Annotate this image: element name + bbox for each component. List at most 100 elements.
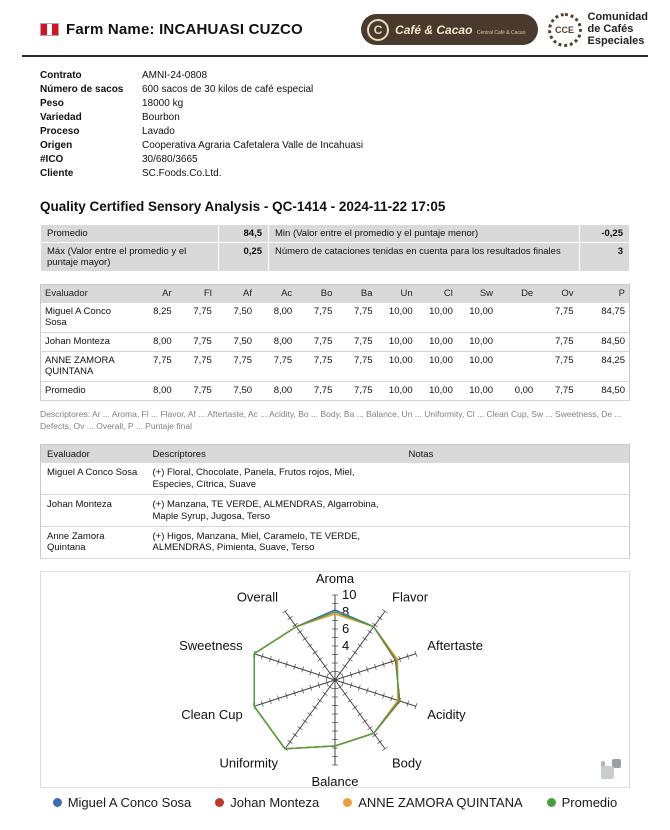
info-label: Número de sacos — [40, 84, 124, 96]
score-value: 8,00 — [256, 302, 297, 333]
info-row: Cliente SC.Foods.Co.Ltd. — [40, 167, 363, 181]
score-value: 84,25 — [577, 351, 630, 382]
descriptors-table: Evaluador Descriptores Notas Miguel A Conc… — [40, 444, 630, 559]
info-label: Cliente — [40, 168, 74, 180]
score-col-header: Ba — [336, 284, 377, 303]
summary-value: -0,25 — [579, 223, 630, 243]
score-value: 7,75 — [175, 351, 216, 382]
score-col-header: Sw — [456, 284, 498, 303]
descriptor-notes — [402, 494, 630, 527]
score-col-header: Ac — [256, 284, 297, 303]
score-value: 7,75 — [537, 351, 578, 382]
score-value: 10,00 — [416, 332, 457, 352]
scores-table: Evaluador Ar Fl Af Ac Bo Ba Un Cl Sw De Ov P Miguel … — [40, 283, 630, 401]
score-row: Miguel A Conco Sosa 8,25 7,75 7,50 8,00 7,75 7… — [40, 302, 630, 333]
peru-flag-icon — [40, 23, 59, 37]
summary-label: Número de cataciones tenidas en cuenta p… — [268, 241, 580, 272]
svg-text:4: 4 — [342, 638, 349, 653]
score-value: 10,00 — [456, 332, 498, 352]
score-value: 10,00 — [416, 351, 457, 382]
summary-value: 0,25 — [218, 241, 269, 272]
svg-text:Overall: Overall — [237, 589, 278, 604]
score-value: 8,00 — [135, 381, 176, 401]
score-value: 7,75 — [336, 332, 377, 352]
summary-table: Promedio 84,5 Min (Valor entre el promedio… — [40, 223, 630, 272]
score-value: 7,75 — [296, 381, 337, 401]
legend-label: Johan Monteza — [230, 794, 320, 810]
summary-row: Máx (Valor entre el promedio y el puntaj… — [40, 241, 630, 272]
evaluator-name: Miguel A Conco Sosa — [40, 302, 136, 333]
score-row: Promedio 8,00 7,75 7,50 8,00 7,75 7,75 10,00 10,… — [40, 381, 630, 401]
descriptor-evaluator: Johan Monteza — [40, 494, 147, 527]
scores-header-row: Evaluador Ar Fl Af Ac Bo Ba Un Cl Sw De Ov P — [40, 284, 630, 303]
info-label: Contrato — [40, 70, 82, 82]
descriptor-col-header: Descriptores — [146, 444, 403, 464]
score-value: 7,50 — [215, 302, 257, 333]
legend-item: ANNE ZAMORA QUINTANA — [343, 795, 523, 810]
summary-label: Máx (Valor entre el promedio y el puntaj… — [40, 241, 219, 272]
info-label: Variedad — [40, 112, 82, 124]
svg-text:Clean Cup: Clean Cup — [181, 707, 242, 722]
descriptor-text: (+) Floral, Chocolate, Panela, Frutos ro… — [146, 463, 403, 496]
svg-text:Aftertaste: Aftertaste — [427, 638, 483, 653]
svg-text:6: 6 — [342, 621, 349, 636]
info-row: #ICO 30/680/3665 — [40, 153, 363, 167]
score-value: 7,75 — [537, 332, 578, 352]
svg-text:Uniformity: Uniformity — [219, 755, 278, 770]
legend-item: Johan Monteza — [215, 795, 319, 810]
svg-text:Balance: Balance — [312, 774, 359, 787]
summary-label: Promedio — [40, 223, 219, 243]
score-col-header: De — [497, 284, 538, 303]
score-value — [497, 302, 538, 333]
score-value: 7,75 — [537, 302, 578, 333]
descriptor-evaluator: Anne Zamora Quintana — [40, 526, 147, 559]
score-value: 7,75 — [175, 302, 216, 333]
legend-dot-icon — [215, 797, 225, 807]
score-value: 7,75 — [336, 381, 377, 401]
svg-text:Sweetness: Sweetness — [179, 638, 243, 653]
descriptor-col-header: Evaluador — [40, 444, 147, 464]
summary-row: Promedio 84,5 Min (Valor entre el promedio… — [40, 223, 630, 243]
score-value: 7,50 — [215, 381, 257, 401]
score-value: 10,00 — [376, 351, 417, 382]
svg-text:10: 10 — [342, 587, 356, 602]
score-col-header: Bo — [296, 284, 337, 303]
descriptor-text: (+) Manzana, TE VERDE, ALMENDRAS, Algarr… — [146, 494, 403, 527]
score-value: 10,00 — [456, 381, 498, 401]
legend-item: Promedio — [546, 795, 617, 810]
score-value: 7,75 — [336, 351, 377, 382]
score-value: 10,00 — [456, 302, 498, 333]
svg-text:Aroma: Aroma — [316, 572, 355, 586]
score-value: 7,75 — [256, 351, 297, 382]
score-value — [497, 351, 538, 382]
score-col-header: Un — [376, 284, 417, 303]
score-value: 84,75 — [577, 302, 630, 333]
descriptor-row: Johan Monteza (+) Manzana, TE VERDE, ALME… — [40, 494, 630, 527]
info-value: Cooperativa Agraria Cafetalera Valle de … — [142, 140, 364, 152]
score-row: ANNE ZAMORA QUINTANA 7,75 7,75 7,75 7,75 7,75… — [40, 351, 630, 382]
score-value: 7,75 — [336, 302, 377, 333]
summary-value: 84,5 — [218, 223, 269, 243]
score-value: 10,00 — [416, 381, 457, 401]
score-value: 84,50 — [577, 381, 630, 401]
score-value: 10,00 — [376, 302, 417, 333]
score-value: 10,00 — [376, 332, 417, 352]
info-value: AMNI-24-0808 — [142, 70, 208, 82]
score-value: 10,00 — [376, 381, 417, 401]
score-value — [497, 332, 538, 352]
score-col-header: Fl — [175, 284, 216, 303]
info-row: Variedad Bourbon — [40, 111, 363, 125]
svg-text:Flavor: Flavor — [392, 589, 429, 604]
score-value: 7,75 — [175, 381, 216, 401]
legend-dot-icon — [546, 797, 556, 807]
score-value: 7,75 — [135, 351, 176, 382]
info-row: Origen Cooperativa Agraria Cafetalera Val… — [40, 139, 363, 153]
evaluator-name: ANNE ZAMORA QUINTANA — [40, 351, 136, 382]
svg-text:Body: Body — [392, 755, 422, 770]
info-label: Origen — [40, 140, 73, 152]
cafe-cacao-text: Café & Cacao Central Café & Cacao — [395, 22, 525, 38]
info-value: 18000 kg — [142, 98, 184, 110]
score-value: 8,00 — [256, 332, 297, 352]
descriptor-notes — [402, 526, 630, 559]
